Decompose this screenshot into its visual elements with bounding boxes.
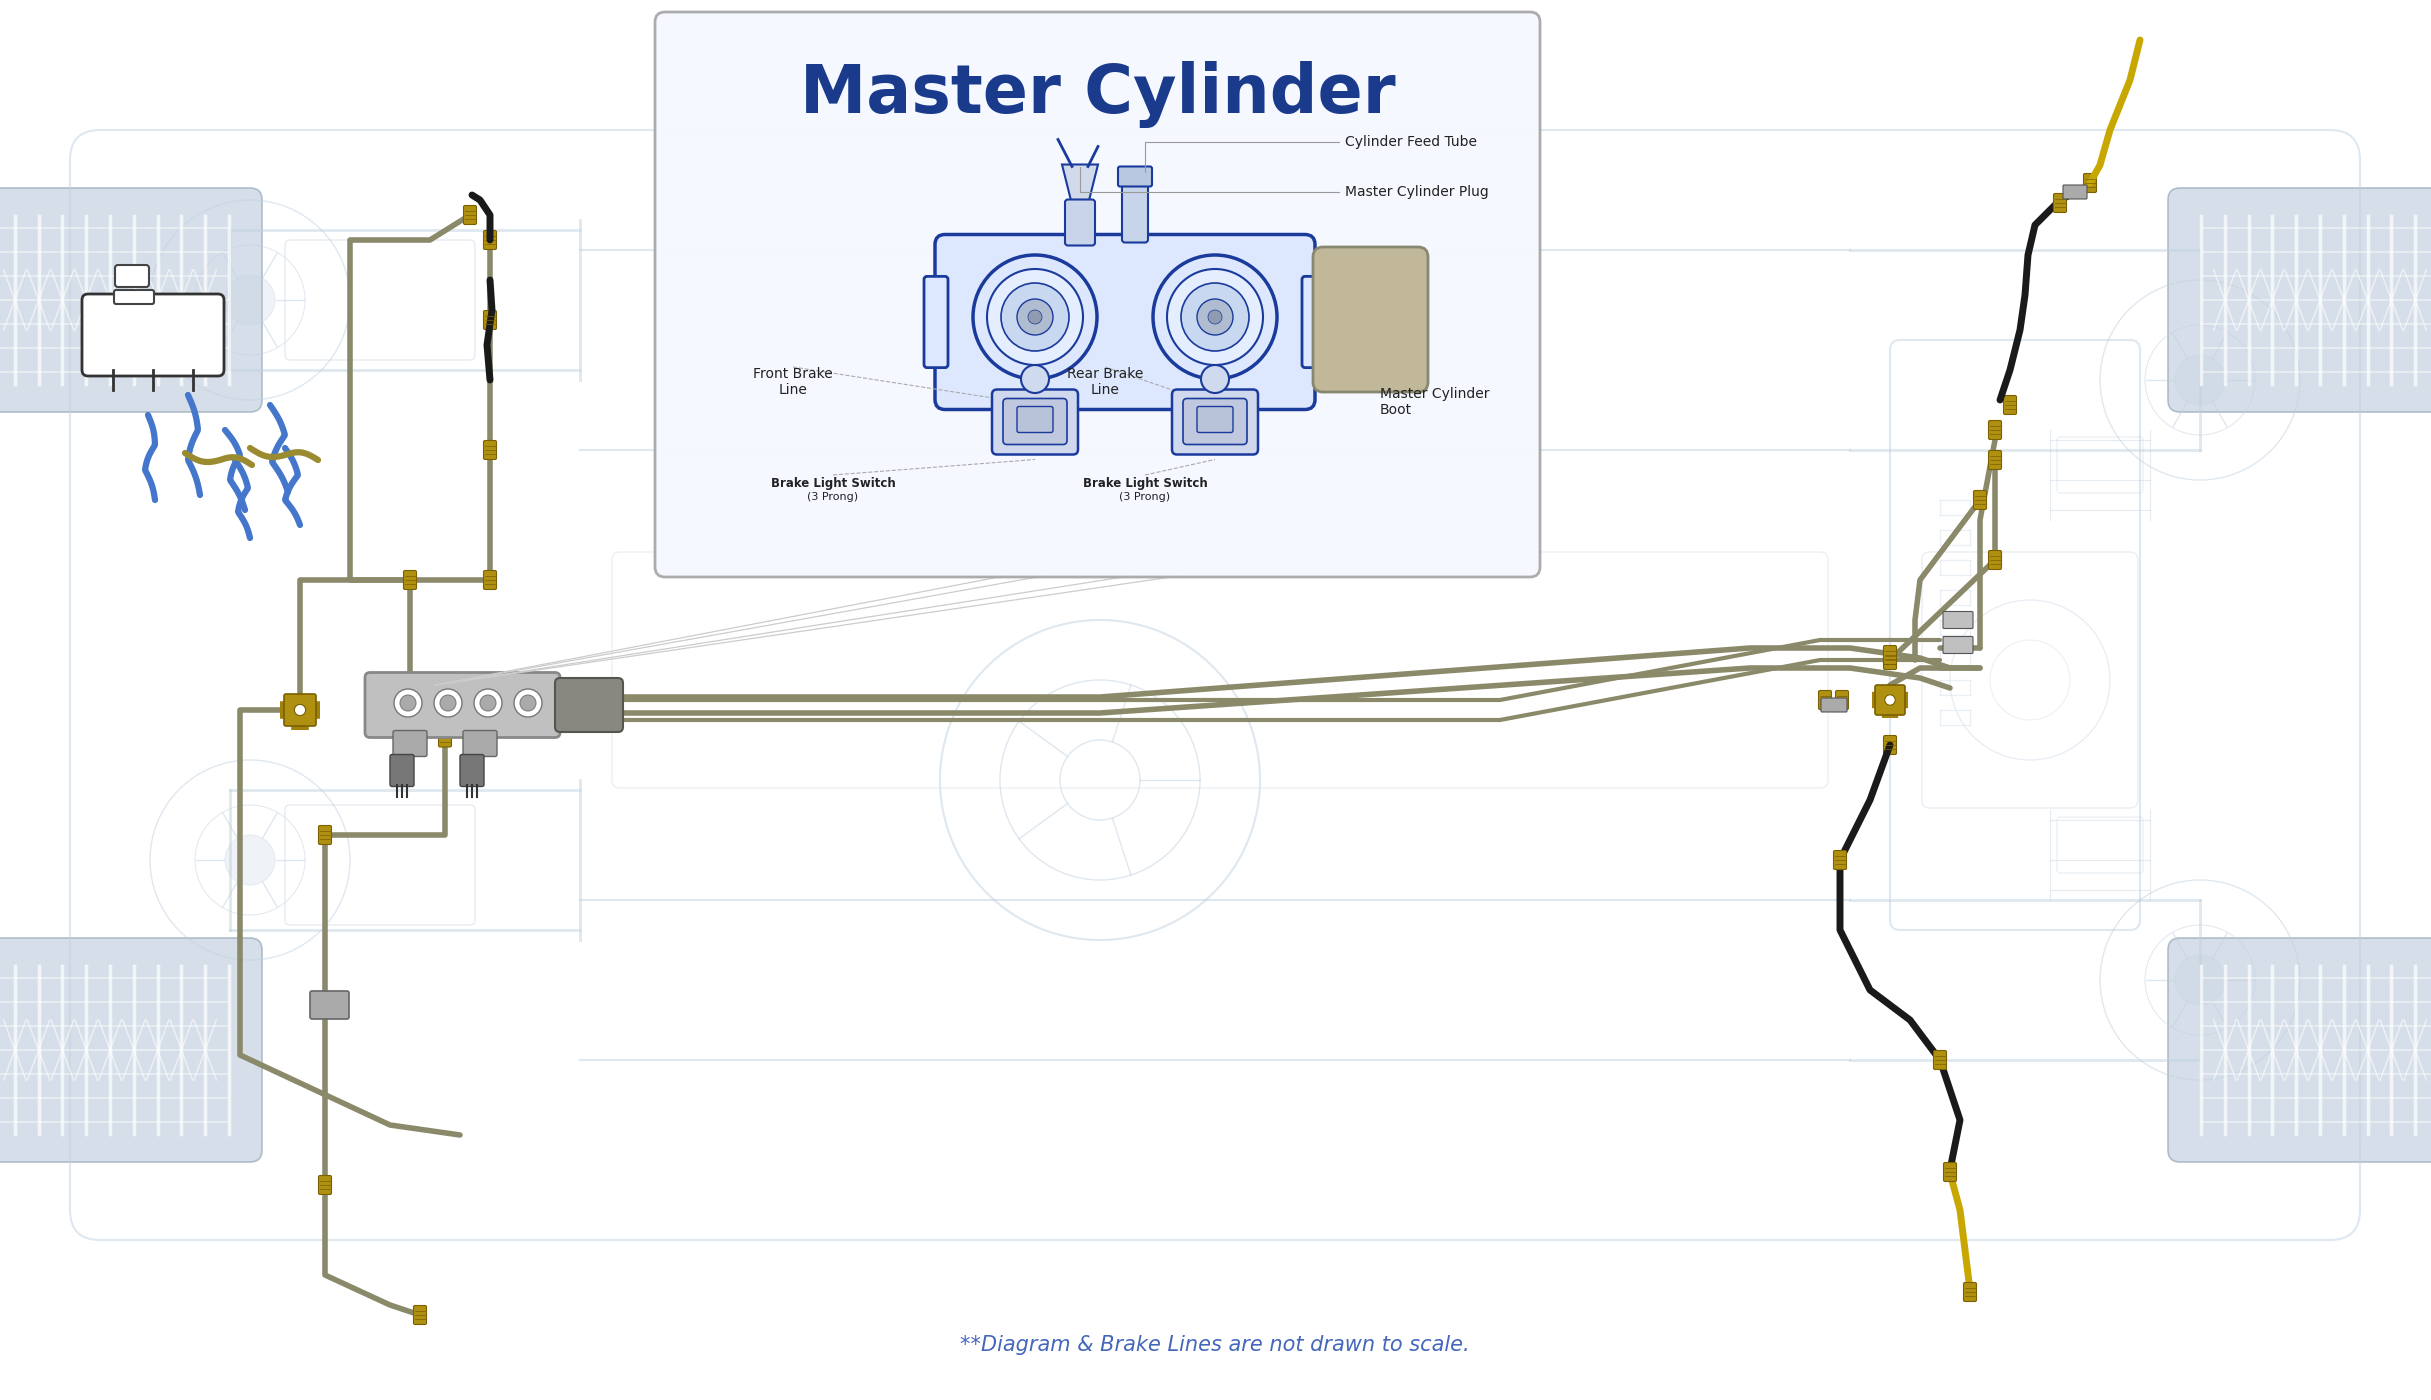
FancyBboxPatch shape (1989, 451, 2001, 469)
FancyBboxPatch shape (394, 731, 428, 756)
Circle shape (394, 689, 423, 717)
FancyBboxPatch shape (114, 290, 153, 304)
FancyBboxPatch shape (2083, 174, 2096, 192)
Circle shape (226, 274, 275, 325)
FancyBboxPatch shape (2168, 188, 2431, 412)
FancyBboxPatch shape (1974, 490, 1986, 510)
FancyBboxPatch shape (318, 1176, 331, 1194)
FancyBboxPatch shape (1833, 850, 1848, 869)
FancyBboxPatch shape (1172, 389, 1257, 455)
FancyBboxPatch shape (1016, 406, 1053, 433)
FancyBboxPatch shape (1184, 399, 1247, 445)
FancyBboxPatch shape (484, 571, 496, 589)
Circle shape (1167, 269, 1264, 365)
FancyBboxPatch shape (459, 755, 484, 787)
FancyBboxPatch shape (83, 294, 224, 377)
Text: Brake Light Switch: Brake Light Switch (771, 477, 895, 490)
Text: Master Cylinder Plug: Master Cylinder Plug (1079, 167, 1488, 199)
Circle shape (972, 255, 1096, 379)
Text: Front Brake
Line: Front Brake Line (754, 367, 834, 398)
FancyBboxPatch shape (1004, 399, 1067, 445)
FancyBboxPatch shape (924, 276, 948, 368)
FancyBboxPatch shape (284, 694, 316, 727)
FancyBboxPatch shape (365, 672, 559, 738)
FancyBboxPatch shape (114, 265, 148, 287)
Circle shape (1208, 309, 1223, 323)
Circle shape (1181, 283, 1250, 351)
FancyBboxPatch shape (464, 206, 476, 224)
FancyBboxPatch shape (413, 1305, 425, 1324)
Text: Master Cylinder
Boot: Master Cylinder Boot (1381, 386, 1490, 417)
Circle shape (1016, 300, 1053, 335)
Circle shape (479, 694, 496, 711)
FancyBboxPatch shape (1118, 167, 1152, 186)
Circle shape (401, 694, 416, 711)
FancyBboxPatch shape (1989, 420, 2001, 440)
Circle shape (1021, 365, 1050, 393)
FancyBboxPatch shape (1933, 1050, 1947, 1070)
FancyBboxPatch shape (318, 826, 331, 844)
FancyBboxPatch shape (404, 571, 416, 589)
FancyBboxPatch shape (654, 13, 1539, 577)
FancyBboxPatch shape (1964, 1282, 1976, 1302)
FancyBboxPatch shape (462, 731, 496, 756)
FancyBboxPatch shape (2003, 395, 2015, 414)
FancyBboxPatch shape (1874, 685, 1906, 715)
FancyBboxPatch shape (2168, 938, 2431, 1162)
FancyBboxPatch shape (484, 441, 496, 459)
FancyBboxPatch shape (311, 991, 350, 1019)
Circle shape (520, 694, 535, 711)
Circle shape (1002, 283, 1070, 351)
Circle shape (226, 834, 275, 885)
FancyBboxPatch shape (1065, 199, 1094, 245)
Circle shape (1201, 365, 1230, 393)
FancyBboxPatch shape (1942, 637, 1974, 654)
Text: Master Cylinder: Master Cylinder (800, 60, 1395, 127)
FancyBboxPatch shape (992, 389, 1077, 455)
Text: (3 Prong): (3 Prong) (807, 491, 858, 503)
FancyBboxPatch shape (0, 188, 263, 412)
Circle shape (1152, 255, 1276, 379)
FancyBboxPatch shape (936, 234, 1315, 409)
FancyBboxPatch shape (554, 678, 622, 732)
FancyBboxPatch shape (389, 755, 413, 787)
Text: Rear Brake
Line: Rear Brake Line (1067, 367, 1143, 398)
Circle shape (1884, 694, 1896, 706)
FancyBboxPatch shape (2054, 193, 2066, 213)
FancyBboxPatch shape (2064, 185, 2086, 199)
FancyBboxPatch shape (484, 311, 496, 329)
FancyBboxPatch shape (1989, 550, 2001, 570)
FancyBboxPatch shape (1821, 699, 1848, 713)
Circle shape (2176, 356, 2224, 405)
FancyBboxPatch shape (484, 231, 496, 249)
FancyBboxPatch shape (1884, 651, 1896, 669)
Text: (3 Prong): (3 Prong) (1118, 491, 1172, 503)
FancyBboxPatch shape (1196, 406, 1233, 433)
Text: Cylinder Feed Tube: Cylinder Feed Tube (1145, 134, 1478, 172)
Circle shape (474, 689, 501, 717)
Circle shape (435, 689, 462, 717)
FancyBboxPatch shape (1123, 182, 1147, 242)
Circle shape (2176, 955, 2224, 1005)
FancyBboxPatch shape (438, 728, 452, 748)
Text: **Diagram & Brake Lines are not drawn to scale.: **Diagram & Brake Lines are not drawn to… (960, 1336, 1471, 1355)
FancyBboxPatch shape (0, 938, 263, 1162)
Circle shape (1028, 309, 1043, 323)
Circle shape (987, 269, 1082, 365)
Circle shape (513, 689, 542, 717)
Circle shape (294, 704, 306, 715)
FancyBboxPatch shape (1818, 690, 1831, 710)
Circle shape (440, 694, 457, 711)
FancyBboxPatch shape (1942, 1162, 1957, 1182)
FancyBboxPatch shape (1884, 645, 1896, 665)
FancyBboxPatch shape (1942, 612, 1974, 629)
FancyBboxPatch shape (1303, 276, 1325, 368)
FancyBboxPatch shape (1835, 690, 1848, 710)
FancyBboxPatch shape (1313, 246, 1427, 392)
Text: Brake Light Switch: Brake Light Switch (1082, 477, 1208, 490)
Circle shape (1196, 300, 1233, 335)
FancyBboxPatch shape (1884, 735, 1896, 755)
Polygon shape (1062, 165, 1099, 204)
